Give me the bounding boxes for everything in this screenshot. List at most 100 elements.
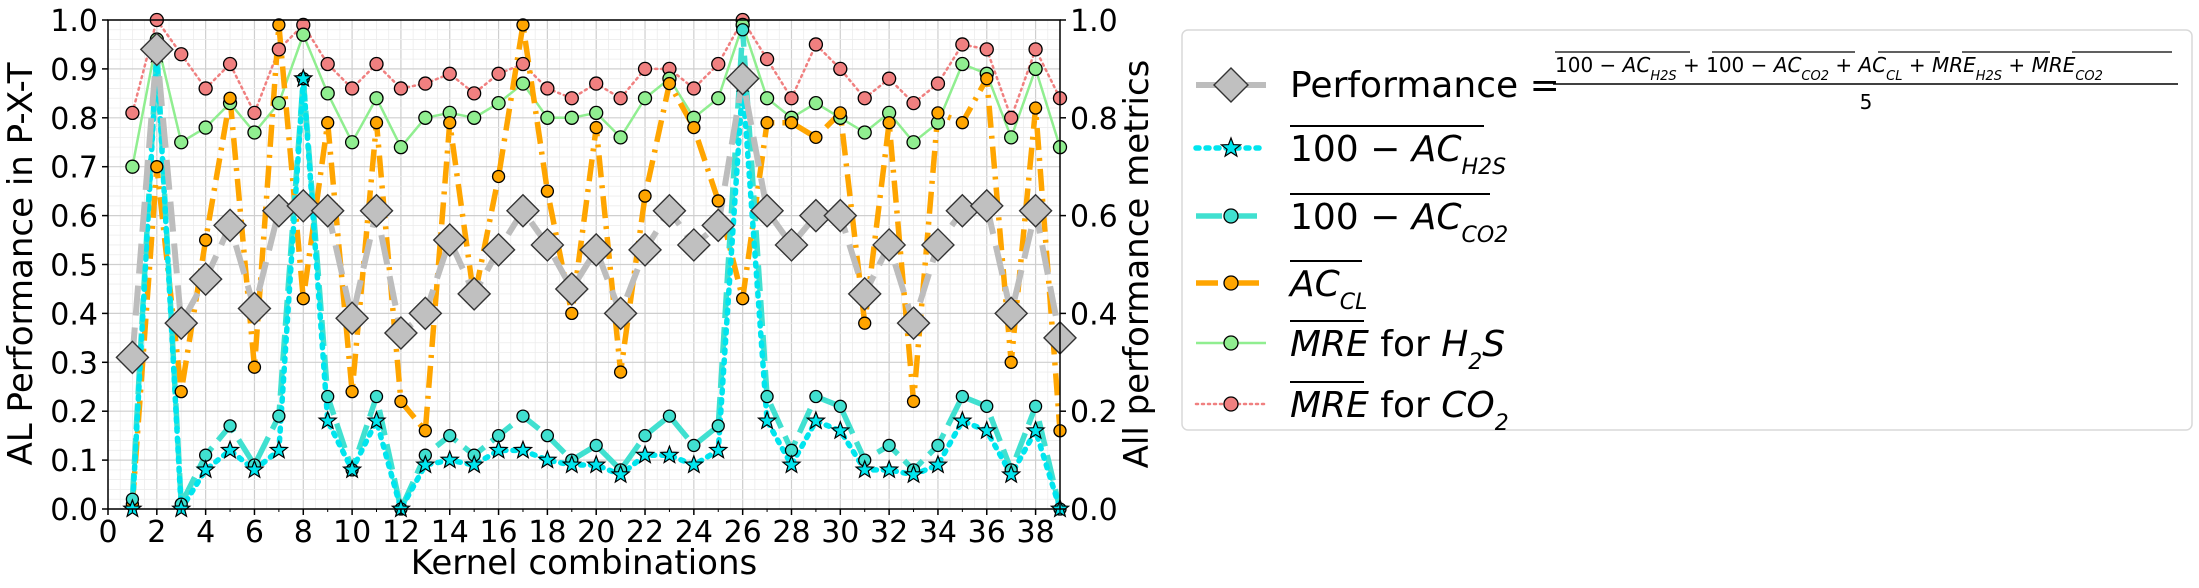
data-point-mre-for-co2 [1028,42,1043,57]
data-point-performance [725,61,760,96]
data-point-mre-for-h2s [906,135,921,150]
y-left-tick-label: 0.8 [50,102,98,137]
legend-fraction-numerator-part: AC [1772,53,1802,77]
legend-label-100-ac-co2: 100 − ACCO2 [1290,197,1508,248]
data-point-mre-for-h2s [637,91,653,106]
data-point-100-ac-co2 [833,399,847,413]
y-left-tick-label: 0.5 [50,249,98,284]
marker-layer [115,12,1077,518]
data-point-mre-for-co2 [271,42,287,57]
legend-label-mre-h2s: MRE for H2S [1290,324,1505,375]
data-point-ac-cl [882,116,896,130]
x-tick-label: 38 [1016,515,1054,550]
data-point-100-ac-h2s [537,449,558,469]
data-point-mre-for-co2 [759,51,775,67]
data-point-performance [359,193,394,228]
legend-label-ac-cl-part: AC [1288,264,1341,305]
data-point-mre-for-co2 [881,71,897,86]
data-point-100-ac-h2s [219,439,241,459]
data-point-mre-for-co2 [637,61,653,77]
legend-label-mre-h2s-part: for [1369,324,1441,365]
data-point-mre-for-co2 [247,105,262,121]
data-point-100-ac-h2s [341,459,363,479]
data-point-100-ac-h2s [781,454,802,474]
data-point-mre-for-co2 [442,66,457,81]
data-point-100-ac-co2 [687,438,701,453]
data-point-100-ac-h2s [683,454,705,474]
data-point-ac-cl [321,116,335,130]
data-point-100-ac-h2s [854,459,875,479]
data-point-performance [115,340,150,375]
data-point-100-ac-co2 [369,389,384,404]
data-point-mre-for-h2s [198,120,213,135]
y-left-tick-label: 0.1 [50,444,98,479]
data-point-performance [774,227,809,262]
x-tick-label: 30 [821,515,859,550]
data-point-mre-for-h2s [564,110,579,125]
data-point-performance [994,296,1029,331]
legend-label-ac-cl: ACCL [1288,264,1367,315]
data-point-mre-for-co2 [833,61,848,77]
data-point-performance [457,276,492,311]
data-point-100-ac-co2 [711,419,725,433]
data-point-performance [603,296,638,331]
data-point-ac-cl [345,384,359,399]
data-point-mre-for-co2 [857,91,872,106]
data-point-performance [652,193,687,228]
data-point-ac-cl [565,306,579,321]
data-point-100-ac-co2 [321,389,335,404]
data-point-ac-cl [394,394,408,409]
data-point-ac-cl [760,116,774,130]
data-point-mre-for-co2 [418,76,433,91]
x-tick-label: 32 [870,515,908,550]
data-point-100-ac-h2s [171,498,192,518]
legend-fraction-numerator-part: H2S [1976,69,2002,84]
data-point-mre-for-h2s [857,125,872,140]
data-point-mre-for-h2s [344,135,360,150]
x-tick-label: 20 [577,515,615,550]
legend-fraction-numerator-part: AC [1857,53,1887,77]
data-point-ac-cl [418,424,432,438]
data-point-100-ac-co2 [272,409,286,423]
legend-handle-marker [1219,136,1243,158]
data-point-100-ac-h2s [293,67,314,88]
data-point-mre-for-h2s [320,86,335,101]
legend-fraction-numerator-part: 100 − [1555,53,1623,77]
legend-fraction-numerator-part: AC [1621,53,1651,77]
legend-label-ac-cl-part: CL [1340,290,1368,315]
data-point-mre-for-h2s [491,95,506,111]
legend-fraction-numerator-part: 100 − [1706,53,1774,77]
y-left-tick-label: 0.3 [50,346,98,381]
legend: Performance = 100 − ACH2S + 100 − ACCO2 … [1181,29,2193,436]
x-tick-label: 0 [98,515,117,550]
x-tick-label: 4 [196,515,215,550]
data-point-100-ac-h2s [805,410,827,430]
data-point-100-ac-h2s [952,410,973,430]
data-point-mre-for-co2 [491,66,506,81]
x-tick-label: 22 [626,515,664,550]
data-point-performance [188,262,223,297]
data-point-ac-cl [491,169,506,184]
y-left-tick-label: 0.4 [50,297,98,332]
data-point-ac-cl [931,106,945,120]
data-point-mre-for-co2 [784,91,799,106]
data-point-performance [139,32,174,67]
data-point-mre-for-co2 [955,37,970,52]
legend-label-mre-h2s-part: S [1482,324,1505,365]
data-point-performance [261,193,296,228]
legend-label-mre-h2s-part: H [1441,324,1468,365]
data-point-performance [896,306,931,341]
data-point-mre-for-co2 [808,37,824,52]
data-point-ac-cl [369,116,384,130]
x-tick-label: 6 [245,515,264,550]
data-point-100-ac-h2s [610,464,631,484]
y-left-tick-label: 0.0 [50,493,98,528]
data-point-ac-cl [443,116,457,130]
data-point-mre-for-h2s [125,159,140,174]
data-point-100-ac-co2 [955,389,970,404]
legend-fraction-denominator: 5 [1860,90,1873,114]
data-point-mre-for-h2s [613,130,628,145]
data-point-ac-cl [955,116,970,130]
legend-fraction-numerator-part: + [1677,53,1706,77]
data-point-performance [676,227,711,262]
